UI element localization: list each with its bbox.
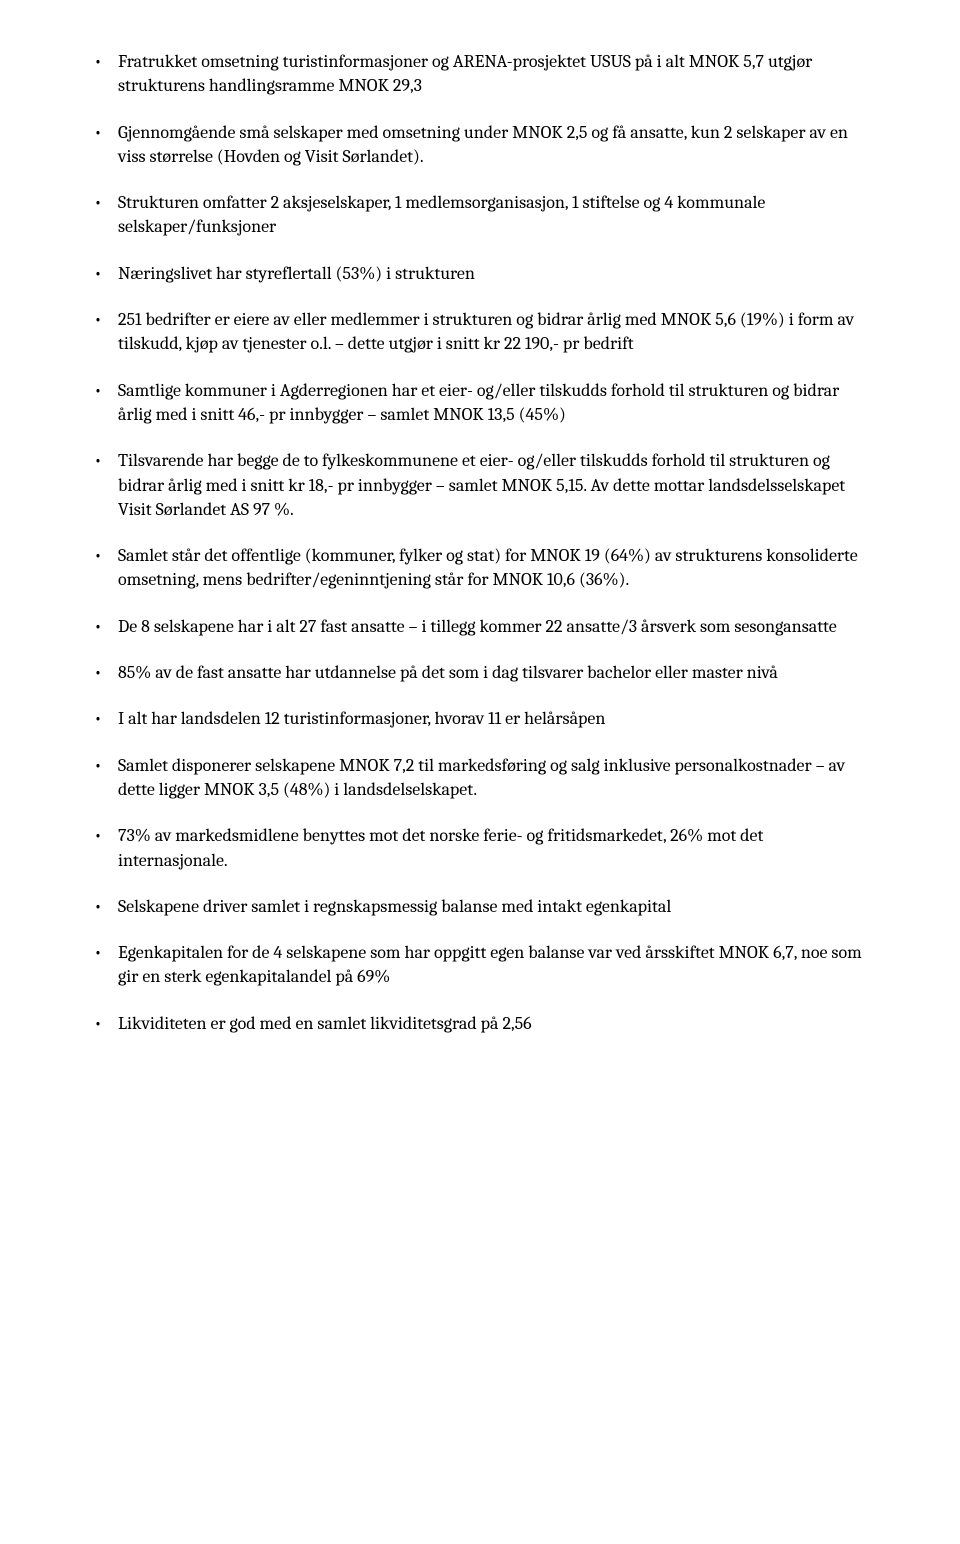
list-item: Gjennomgående små selskaper med omsetnin…	[90, 121, 870, 170]
list-item: Selskapene driver samlet i regnskapsmess…	[90, 895, 870, 919]
list-item: Strukturen omfatter 2 aksjeselskaper, 1 …	[90, 191, 870, 240]
list-item: Egenkapitalen for de 4 selskapene som ha…	[90, 941, 870, 990]
list-item: 251 bedrifter er eiere av eller medlemme…	[90, 308, 870, 357]
list-item: 85% av de fast ansatte har utdannelse på…	[90, 661, 870, 685]
list-item: Samlet står det offentlige (kommuner, fy…	[90, 544, 870, 593]
list-item: Samlet disponerer selskapene MNOK 7,2 ti…	[90, 754, 870, 803]
list-item: De 8 selskapene har i alt 27 fast ansatt…	[90, 615, 870, 639]
list-item: Tilsvarende har begge de to fylkeskommun…	[90, 449, 870, 522]
bullet-list: Fratrukket omsetning turistinformasjoner…	[90, 50, 870, 1036]
list-item: Næringslivet har styreflertall (53%) i s…	[90, 262, 870, 286]
list-item: Fratrukket omsetning turistinformasjoner…	[90, 50, 870, 99]
list-item: Likviditeten er god med en samlet likvid…	[90, 1012, 870, 1036]
list-item: I alt har landsdelen 12 turistinformasjo…	[90, 707, 870, 731]
list-item: Samtlige kommuner i Agderregionen har et…	[90, 379, 870, 428]
list-item: 73% av markedsmidlene benyttes mot det n…	[90, 824, 870, 873]
